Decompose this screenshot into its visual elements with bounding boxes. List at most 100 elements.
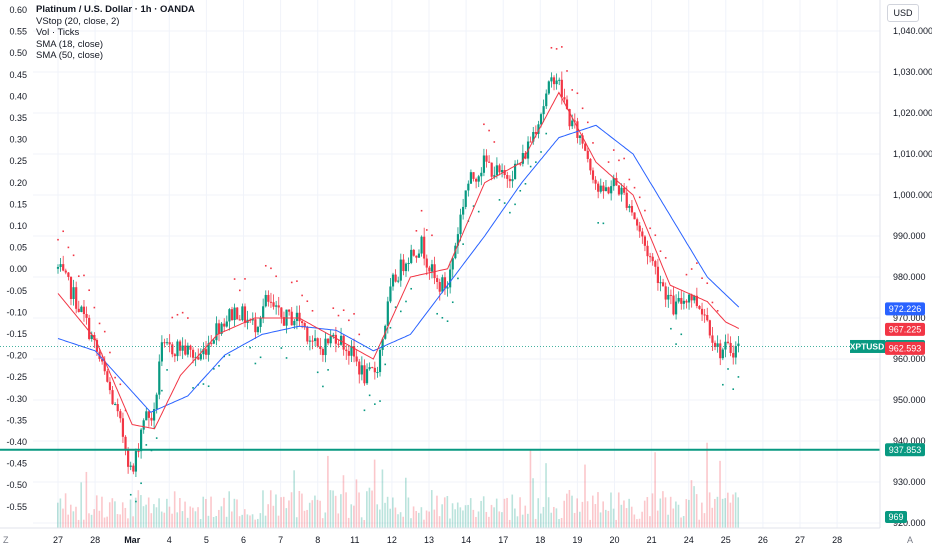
volume-bar: [243, 509, 246, 528]
vstop-dot: [389, 326, 392, 329]
volume-bar: [394, 507, 397, 528]
candle-body: [158, 361, 161, 395]
candle-body: [101, 358, 104, 362]
volume-bar: [345, 492, 347, 528]
zoom-toggle[interactable]: Z: [3, 535, 9, 545]
candle-body: [82, 306, 86, 315]
candle-body: [233, 307, 236, 321]
legend-title[interactable]: Platinum / U.S. Dollar · 1h · OANDA: [36, 4, 195, 15]
candle-body: [106, 371, 109, 382]
currency-button[interactable]: USD: [887, 4, 919, 22]
volume-bar: [269, 490, 272, 528]
legend-sma18[interactable]: SMA (18, close): [36, 38, 104, 50]
volume-bar: [82, 519, 85, 528]
vstop-dot: [503, 202, 506, 204]
legend-sma50[interactable]: SMA (50, close): [36, 50, 104, 61]
volume-bar: [649, 516, 651, 528]
legend-volume[interactable]: Vol · Ticks: [36, 27, 80, 38]
vstop-dot: [192, 387, 194, 389]
vstop-dot: [446, 320, 449, 322]
volume-bar: [106, 516, 108, 528]
volume-bar: [267, 504, 269, 528]
volume-bar: [519, 497, 521, 528]
grid-lines: [33, 0, 880, 528]
candle-body: [467, 183, 470, 191]
candle-body: [594, 179, 597, 184]
vstop-dot: [509, 211, 511, 214]
auto-scale-toggle[interactable]: A: [907, 535, 914, 545]
candle-body: [308, 340, 312, 342]
candle-body: [147, 411, 150, 418]
candle-body: [371, 367, 374, 369]
vstop-dot: [457, 277, 459, 280]
candle-body: [314, 338, 317, 342]
volume-bar: [363, 519, 366, 528]
right-tick-label: 960.000: [893, 354, 926, 364]
volume-bar: [467, 504, 469, 528]
volume-bar: [454, 509, 456, 528]
volume-bar: [480, 500, 482, 528]
vstop-dot: [67, 246, 70, 249]
volume-bar: [342, 475, 345, 528]
volume-bar: [249, 515, 251, 528]
vstop-dot: [342, 309, 345, 312]
vstop-dot: [576, 92, 579, 95]
volume-bar: [220, 506, 223, 528]
candle-body: [428, 267, 431, 272]
vstop-dot: [607, 161, 610, 163]
volume-bar: [607, 510, 610, 528]
price-tag-label: 937.853: [889, 445, 922, 455]
time-tick-label: 21: [647, 535, 657, 545]
volume-bar: [415, 511, 417, 528]
volume-bar: [399, 512, 402, 528]
volume-bar: [623, 500, 625, 528]
volume-bar: [662, 491, 664, 528]
candle-body: [350, 345, 353, 356]
candle-body: [155, 394, 158, 410]
candle-body: [578, 135, 582, 138]
price-tag: [885, 443, 925, 457]
candle-body: [560, 79, 563, 98]
candle-body: [108, 381, 112, 391]
volume-bar: [62, 508, 64, 528]
volume-bar: [573, 512, 576, 528]
volume-bar: [386, 496, 389, 528]
candle-body: [202, 349, 205, 355]
candle-body: [111, 390, 114, 405]
right-tick-label: 980.000: [893, 272, 926, 282]
volume-bar: [98, 510, 101, 528]
legend-vstop[interactable]: VStop (20, close, 2): [36, 15, 120, 27]
volume-bar: [729, 502, 732, 528]
candle-body: [194, 357, 197, 359]
volume-bar: [132, 516, 134, 528]
candle-body: [189, 345, 192, 350]
candle-body: [293, 320, 296, 326]
volume-bar: [324, 512, 327, 528]
volume-bar: [633, 514, 636, 528]
volume-bar: [423, 519, 425, 528]
volume-bar: [264, 515, 267, 528]
candle-body: [321, 349, 324, 356]
vstop-dot: [135, 500, 137, 503]
volume-bar: [69, 504, 72, 528]
volume-bar: [142, 506, 145, 528]
left-tick-label: -0.45: [6, 459, 27, 469]
vstop-dot: [602, 222, 605, 225]
volume-bar: [223, 497, 225, 528]
candle-body: [168, 342, 171, 345]
volume-bar: [485, 511, 488, 528]
volume-bar: [246, 514, 249, 528]
volume-bar: [597, 492, 599, 528]
candle-body: [425, 258, 428, 268]
volume-bar: [459, 507, 462, 528]
volume-bar: [67, 514, 69, 528]
vstop-dot: [586, 121, 589, 124]
volume-bar: [212, 517, 215, 528]
volume-bar: [586, 501, 589, 528]
volume-bar: [321, 518, 324, 528]
volume-bar: [384, 502, 386, 528]
vstop-dot: [420, 209, 423, 212]
candle-body: [373, 367, 376, 373]
vstop-dot: [415, 230, 418, 232]
